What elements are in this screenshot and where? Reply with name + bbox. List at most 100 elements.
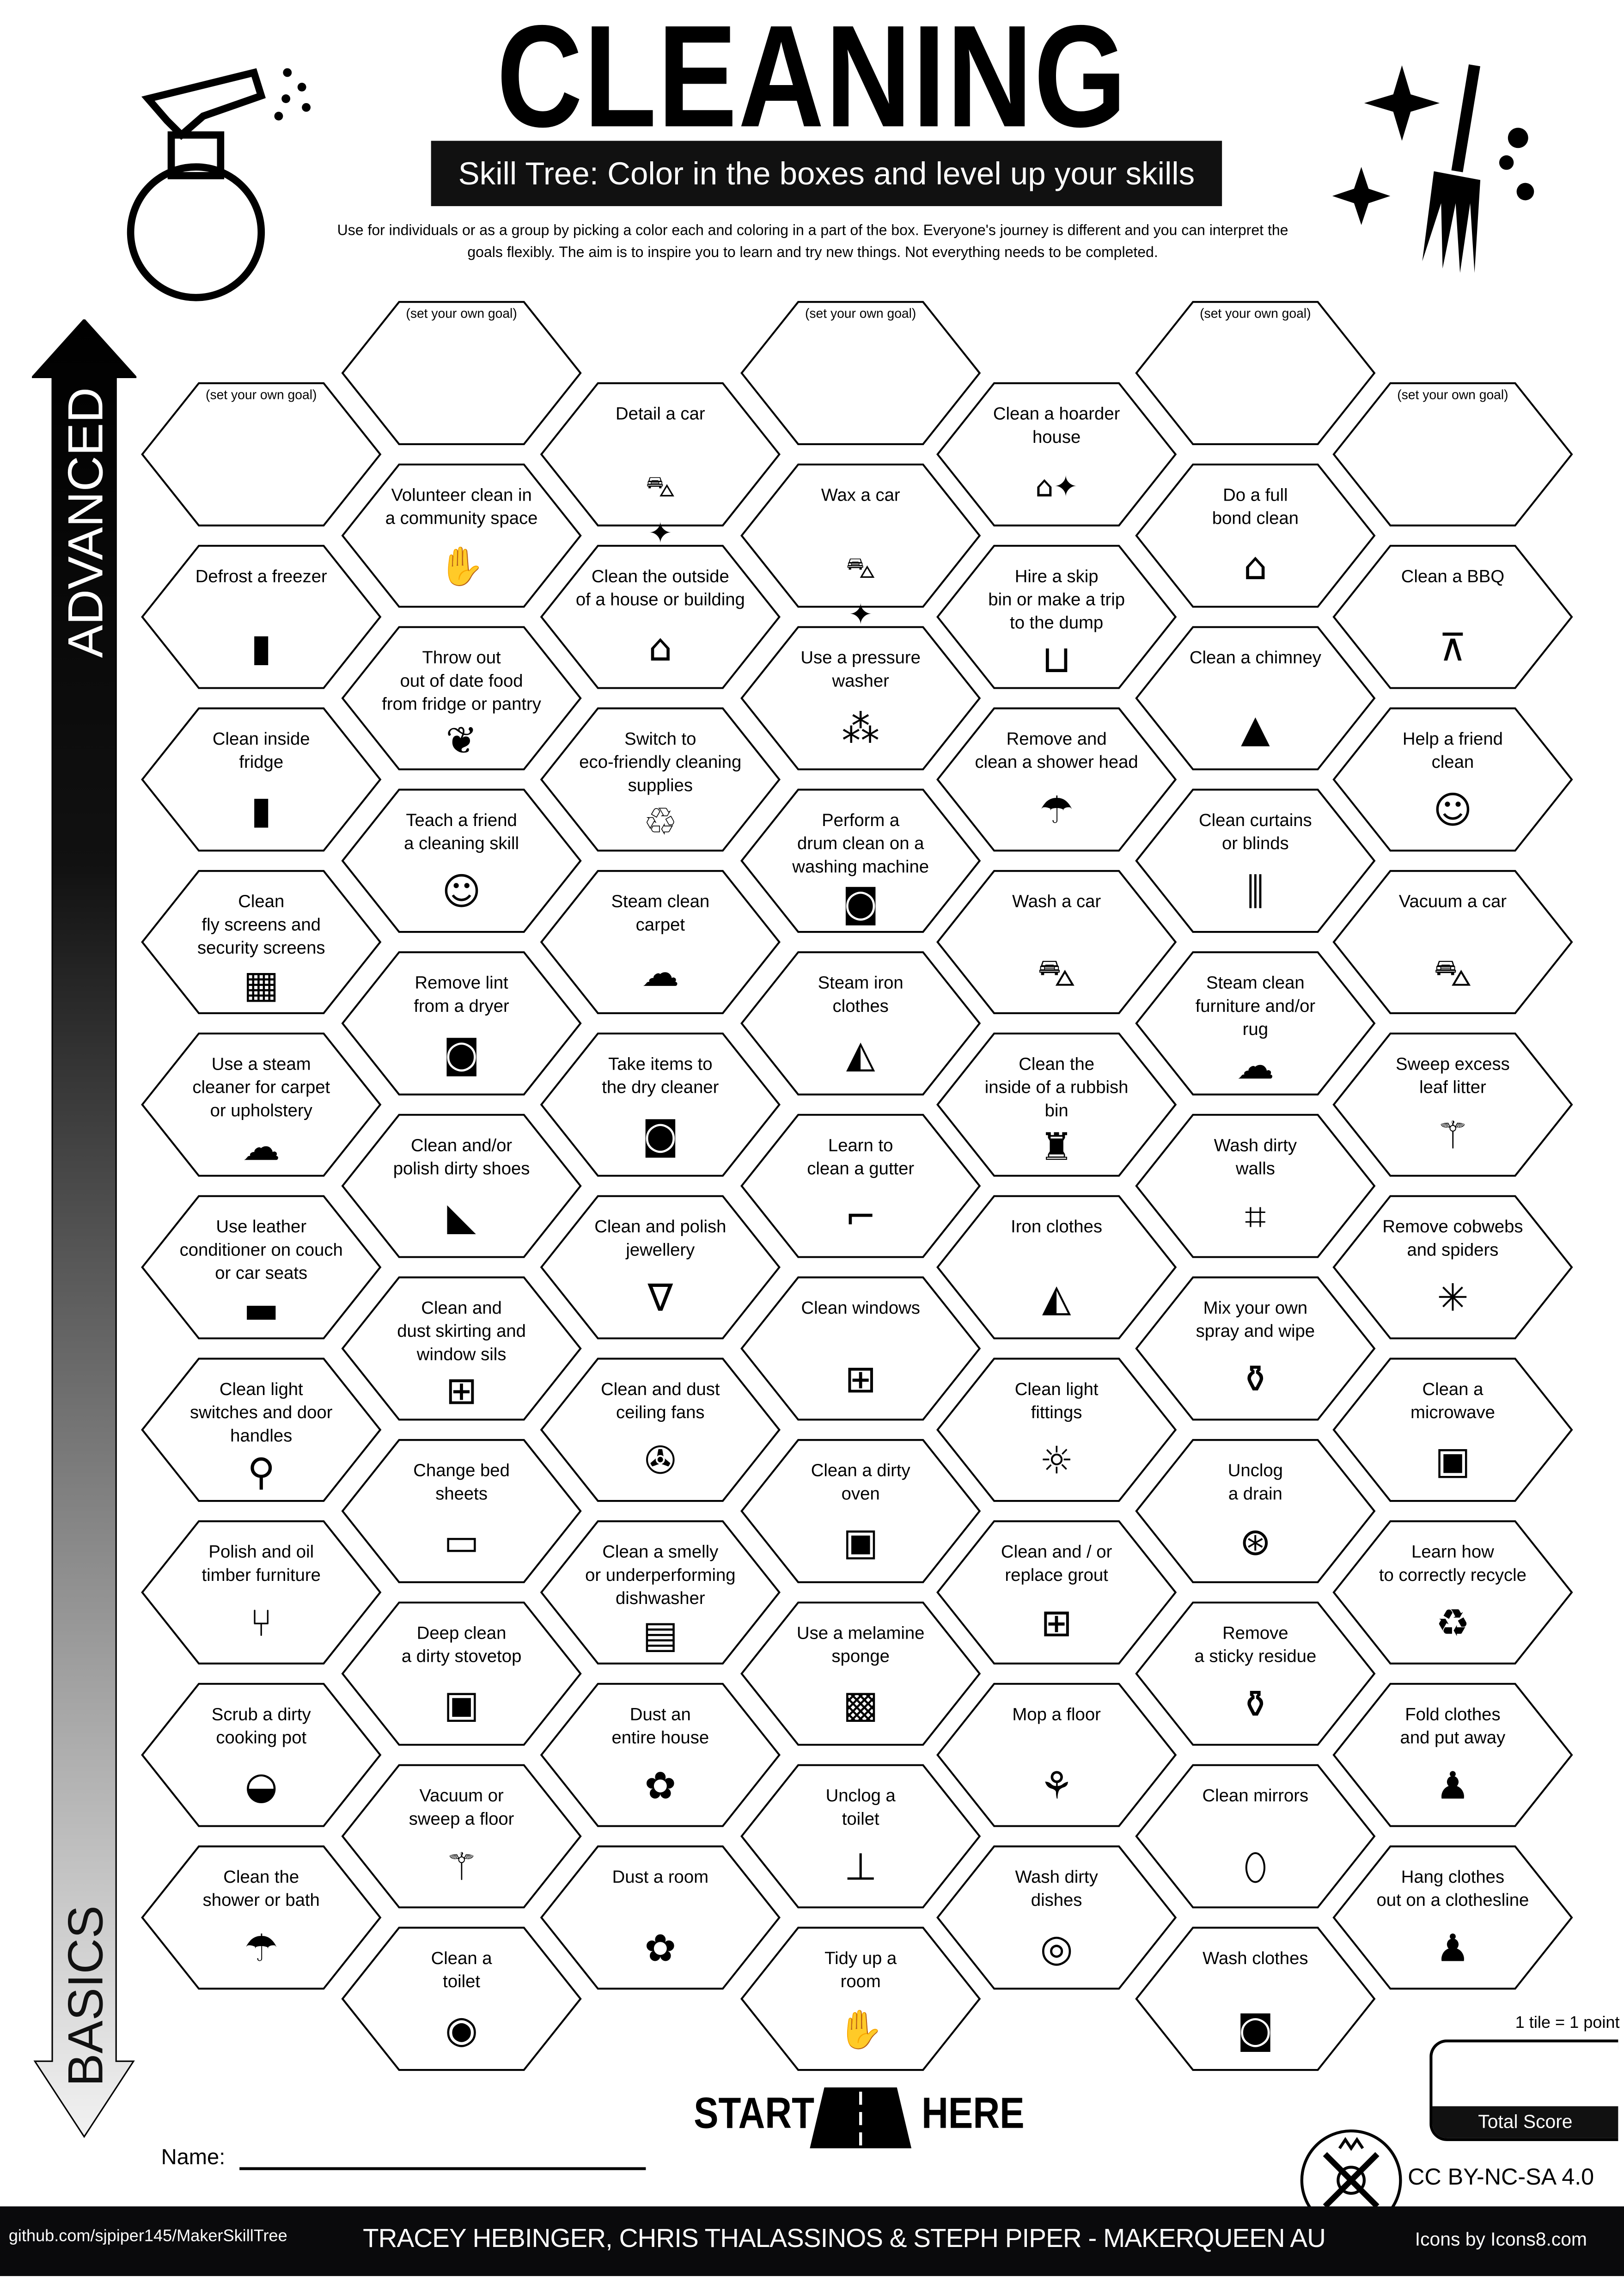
- skill-tile[interactable]: Clean windows ⊞: [740, 1276, 981, 1421]
- skill-tile[interactable]: (set your own goal): [1332, 382, 1573, 527]
- hands-icon: ✋: [837, 2009, 885, 2053]
- skill-tile[interactable]: Change bed sheets ▭: [341, 1438, 582, 1584]
- skill-tile[interactable]: Hire a skip bin or make a trip to the du…: [936, 545, 1177, 690]
- necklace-icon: ∇: [647, 1277, 673, 1321]
- skill-tile[interactable]: Clean a microwave ▣: [1332, 1357, 1573, 1502]
- skill-tile[interactable]: Clean a BBQ ⊼: [1332, 545, 1573, 690]
- skill-tile[interactable]: Clean a smelly or underperforming dishwa…: [540, 1520, 781, 1665]
- skill-tile[interactable]: Defrost a freezer ▮: [141, 545, 382, 690]
- skill-tile[interactable]: Clean mirrors ⬯: [1135, 1763, 1376, 1909]
- skill-tile[interactable]: Clean and polish jewellery ∇: [540, 1194, 781, 1340]
- skill-tile[interactable]: Clean a toilet ◉: [341, 1926, 582, 2071]
- hex-outline: [740, 301, 981, 445]
- skill-tile[interactable]: (set your own goal): [740, 300, 981, 446]
- skill-tile[interactable]: Use a steam cleaner for carpet or uphols…: [141, 1032, 382, 1177]
- skill-tile[interactable]: Clean and / or replace grout ⊞: [936, 1520, 1177, 1665]
- custom-goal-label: (set your own goal): [1397, 387, 1508, 402]
- duster-icon: ✿: [644, 1765, 677, 1809]
- hex-outline: [1332, 1358, 1573, 1502]
- cobweb-icon: ✳: [1437, 1277, 1469, 1321]
- skill-tile[interactable]: Clean the inside of a rubbish bin ♜: [936, 1032, 1177, 1177]
- skill-tile[interactable]: Vacuum a car ⛍: [1332, 869, 1573, 1015]
- skill-tile[interactable]: Clean and dust skirting and window sils ⊞: [341, 1276, 582, 1421]
- skill-tile[interactable]: Vacuum or sweep a floor ⚚: [341, 1763, 582, 1909]
- skill-tile[interactable]: Steam clean furniture and/or rug ☁: [1135, 951, 1376, 1096]
- skill-tile[interactable]: Use a pressure washer ⁂: [740, 625, 981, 771]
- name-field[interactable]: [239, 2167, 646, 2170]
- skill-tile[interactable]: Use a melamine sponge ▩: [740, 1601, 981, 1746]
- skill-tile[interactable]: (set your own goal): [141, 382, 382, 527]
- skill-tile[interactable]: Perform a drum clean on a washing machin…: [740, 788, 981, 933]
- hex-outline: [936, 1845, 1177, 1990]
- skill-label: Teach a friend a cleaning skill: [404, 810, 519, 854]
- skill-tile[interactable]: Mix your own spray and wipe ⚱: [1135, 1276, 1376, 1421]
- skill-tile[interactable]: Wash dirty walls ⌗: [1135, 1114, 1376, 1259]
- skill-tile[interactable]: Tidy up a room ✋: [740, 1926, 981, 2071]
- skill-tile[interactable]: Use leather conditioner on couch or car …: [141, 1194, 382, 1340]
- skill-tile[interactable]: Polish and oil timber furniture ⑂: [141, 1520, 382, 1665]
- skill-tile[interactable]: Clean a hoarder house ⌂✦: [936, 382, 1177, 527]
- skill-tile[interactable]: Wash dirty dishes ◎: [936, 1845, 1177, 1990]
- hex-outline: [341, 1927, 582, 2071]
- skill-tile[interactable]: Help a friend clean ☺: [1332, 707, 1573, 852]
- skill-tile[interactable]: Unclog a toilet ⊥: [740, 1763, 981, 1909]
- skill-tile[interactable]: Steam clean carpet ☁: [540, 869, 781, 1015]
- hex-outline: [540, 870, 781, 1014]
- skill-tile[interactable]: Clean and/or polish dirty shoes ◣: [341, 1114, 582, 1259]
- hex-outline: [936, 1520, 1177, 1665]
- skill-tile[interactable]: (set your own goal): [1135, 300, 1376, 446]
- skill-label: Clean and/or polish dirty shoes: [393, 1135, 530, 1179]
- skill-tile[interactable]: Clean and dust ceiling fans ✇: [540, 1357, 781, 1502]
- icons-credit[interactable]: Icons by Icons8.com: [1415, 2228, 1587, 2250]
- skill-label: Use a steam cleaner for carpet or uphols…: [192, 1053, 330, 1121]
- skill-tile[interactable]: Clean the outside of a house or building…: [540, 545, 781, 690]
- skill-tile[interactable]: Clean fly screens and security screens ▦: [141, 869, 382, 1015]
- total-score-box[interactable]: Total Score: [1429, 2039, 1618, 2141]
- bed-icon: ▭: [443, 1521, 480, 1565]
- skill-label: Clean windows: [801, 1298, 920, 1318]
- skill-tile[interactable]: Hang clothes out on a clothesline ♟: [1332, 1845, 1573, 1990]
- skill-tile[interactable]: Learn how to correctly recycle ♻: [1332, 1520, 1573, 1665]
- skill-tile[interactable]: Remove cobwebs and spiders ✳: [1332, 1194, 1573, 1340]
- skill-tile[interactable]: Unclog a drain ⊛: [1135, 1438, 1376, 1584]
- skill-tile[interactable]: Fold clothes and put away ♟: [1332, 1683, 1573, 1828]
- skill-tile[interactable]: (set your own goal): [341, 300, 582, 446]
- skill-tile[interactable]: Throw out out of date food from fridge o…: [341, 625, 582, 771]
- curtains-icon: ⫼: [1246, 871, 1264, 915]
- skill-tile[interactable]: Sweep excess leaf litter ⚚: [1332, 1032, 1573, 1177]
- skill-tile[interactable]: Clean light switches and door handles ⚲: [141, 1357, 382, 1502]
- skill-tile[interactable]: Take items to the dry cleaner ◙: [540, 1032, 781, 1177]
- skill-tile[interactable]: Clean light fittings ☼: [936, 1357, 1177, 1502]
- washing-machine-icon: ◙: [1237, 2009, 1274, 2053]
- github-link[interactable]: github.com/sjpiper145/MakerSkillTree: [8, 2228, 287, 2246]
- hex-outline: [936, 1683, 1177, 1827]
- skill-tile[interactable]: Learn to clean a gutter ⌐: [740, 1114, 981, 1259]
- skill-tile[interactable]: Clean curtains or blinds ⫼: [1135, 788, 1376, 933]
- skill-tile[interactable]: Scrub a dirty cooking pot ◒: [141, 1683, 382, 1828]
- skill-tile[interactable]: Mop a floor ⚘: [936, 1683, 1177, 1828]
- skill-tile[interactable]: Deep clean a dirty stovetop ▣: [341, 1601, 582, 1746]
- skill-label: Fold clothes and put away: [1400, 1704, 1506, 1748]
- skill-tile[interactable]: Teach a friend a cleaning skill ☺: [341, 788, 582, 933]
- skill-label: Use leather conditioner on couch or car …: [179, 1216, 343, 1284]
- skill-tile[interactable]: Clean a dirty oven ▣: [740, 1438, 981, 1584]
- skill-tile[interactable]: Dust an entire house ✿: [540, 1683, 781, 1828]
- skill-tile[interactable]: Clean the shower or bath ☂: [141, 1845, 382, 1990]
- skill-tile[interactable]: Volunteer clean in a community space ✋: [341, 463, 582, 608]
- skill-tile[interactable]: Wash clothes ◙: [1135, 1926, 1376, 2071]
- skill-tile[interactable]: Wax a car ⛍✦: [740, 463, 981, 631]
- skill-tile[interactable]: Detail a car ⛍✦: [540, 382, 781, 550]
- skill-tile[interactable]: Do a full bond clean ⌂: [1135, 463, 1376, 608]
- skill-tile[interactable]: Dust a room ✿: [540, 1845, 781, 1990]
- skill-tile[interactable]: Wash a car ⛍: [936, 869, 1177, 1015]
- maker-logo-icon: [1300, 2129, 1402, 2231]
- skill-tile[interactable]: Clean inside fridge ▮: [141, 707, 382, 852]
- skill-tile[interactable]: Remove and clean a shower head ☂: [936, 707, 1177, 852]
- skill-tile[interactable]: Switch to eco-friendly cleaning supplies…: [540, 707, 781, 852]
- skill-tile[interactable]: Remove a sticky residue ⚱: [1135, 1601, 1376, 1746]
- skill-tile[interactable]: Clean a chimney ▲: [1135, 625, 1376, 771]
- skill-tile[interactable]: Remove lint from a dryer ◙: [341, 951, 582, 1096]
- skill-tile[interactable]: Steam iron clothes ◭: [740, 951, 981, 1096]
- skill-tile[interactable]: Iron clothes ◭: [936, 1194, 1177, 1340]
- skill-label: Use a pressure washer: [800, 647, 921, 691]
